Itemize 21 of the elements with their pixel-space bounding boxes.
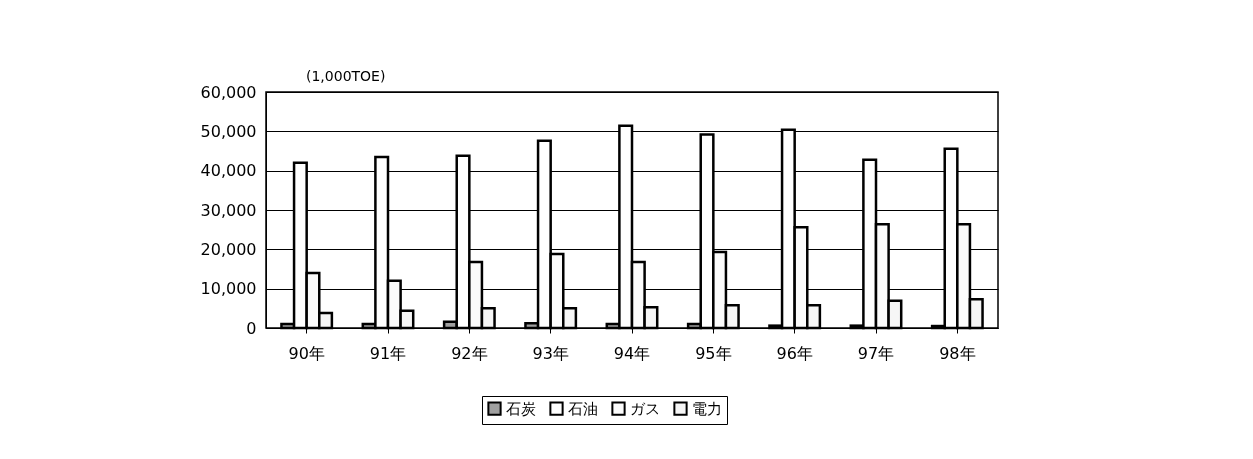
y-tick-label: 20,000 <box>200 239 257 259</box>
legend-label: 石炭 <box>506 399 536 418</box>
y-tick-label: 10,000 <box>200 279 257 299</box>
y-tick-label: 60,000 <box>200 82 257 102</box>
x-tick-label: 93年 <box>532 343 569 363</box>
y-tick-label: 40,000 <box>200 161 257 181</box>
x-tick-label: 95年 <box>695 343 732 363</box>
text: (1,000TOE) <box>306 68 386 84</box>
y-tick-label: 50,000 <box>200 121 257 141</box>
legend-label: 石油 <box>568 399 598 418</box>
y-tick-label: 0 <box>246 318 257 338</box>
x-tick-label: 90年 <box>288 343 325 363</box>
x-tick-label: 98年 <box>939 343 976 363</box>
legend-label: ガス <box>630 399 660 418</box>
x-tick-label: 92年 <box>451 343 488 363</box>
legend-label: 電力 <box>692 399 722 418</box>
x-tick-label: 96年 <box>776 343 813 363</box>
x-tick-label: 94年 <box>613 343 651 363</box>
x-tick-label: 91年 <box>369 343 407 363</box>
x-tick-label: 97年 <box>857 343 895 363</box>
y-tick-label: 30,000 <box>200 200 257 220</box>
